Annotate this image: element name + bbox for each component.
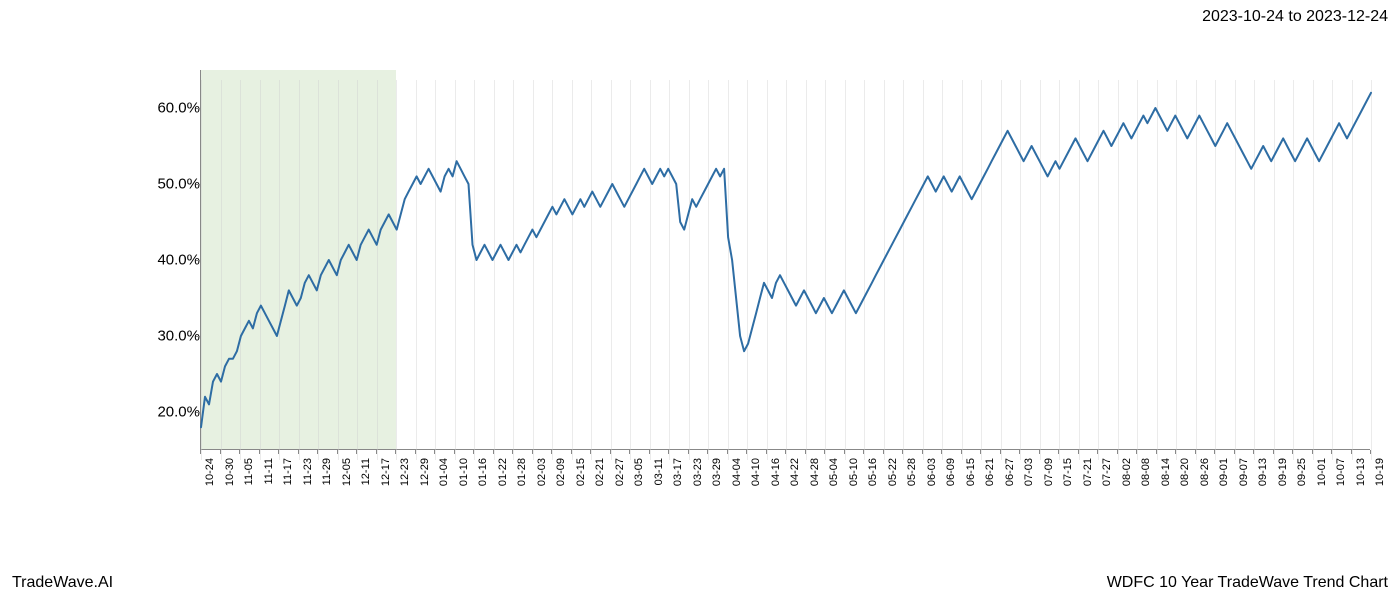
x-tick-label: 10-01 (1316, 458, 1328, 486)
x-tick-label: 11-29 (321, 458, 333, 485)
x-tick-label: 06-27 (1004, 458, 1016, 486)
x-tick-label: 04-04 (731, 458, 743, 486)
x-tick-label: 07-27 (1101, 458, 1113, 486)
x-tick-label: 10-19 (1374, 458, 1386, 486)
x-tick-label: 10-30 (224, 458, 236, 486)
x-tick-label: 06-09 (945, 458, 957, 486)
x-tick-label: 11-11 (263, 458, 275, 485)
x-tick-label: 11-17 (282, 458, 294, 485)
x-tick-label: 07-09 (1043, 458, 1055, 486)
x-tick-label: 01-04 (438, 458, 450, 486)
x-tick-label: 09-25 (1296, 458, 1308, 486)
x-tick-label: 06-15 (965, 458, 977, 486)
x-tick-label: 01-22 (497, 458, 509, 486)
x-tick-label: 10-07 (1335, 458, 1347, 486)
x-tick-label: 05-16 (867, 458, 879, 486)
x-tick-label: 07-21 (1082, 458, 1094, 486)
x-tick-label: 04-22 (789, 458, 801, 486)
x-tick-label: 04-16 (770, 458, 782, 486)
x-tick-label: 01-28 (516, 458, 528, 486)
plot-area (200, 70, 1370, 450)
x-tick-label: 09-07 (1238, 458, 1250, 486)
x-tick-label: 12-23 (399, 458, 411, 486)
x-tick-label: 08-20 (1179, 458, 1191, 486)
x-tick-label: 05-04 (828, 458, 840, 486)
x-tick-label: 12-05 (341, 458, 353, 486)
x-tick-label: 12-17 (380, 458, 392, 486)
x-grid-line (1371, 80, 1372, 460)
x-tick-label: 08-08 (1140, 458, 1152, 486)
x-tick-label: 03-23 (692, 458, 704, 486)
x-tick-label: 09-13 (1257, 458, 1269, 486)
y-tick-label: 50.0% (157, 176, 200, 193)
x-tick-label: 02-27 (614, 458, 626, 486)
chart-title-label: WDFC 10 Year TradeWave Trend Chart (1107, 574, 1388, 592)
x-tick-label: 07-03 (1023, 458, 1035, 486)
x-tick-label: 09-01 (1218, 458, 1230, 486)
x-tick-label: 02-21 (594, 458, 606, 486)
y-tick-label: 40.0% (157, 252, 200, 269)
x-tick-label: 02-03 (536, 458, 548, 486)
x-tick-label: 03-17 (672, 458, 684, 486)
brand-label: TradeWave.AI (12, 574, 113, 592)
y-tick-label: 60.0% (157, 100, 200, 117)
x-tick-label: 03-05 (633, 458, 645, 486)
x-tick-label: 10-13 (1355, 458, 1367, 486)
x-tick-label: 01-16 (477, 458, 489, 486)
x-tick-label: 05-22 (887, 458, 899, 486)
x-tick-label: 11-05 (243, 458, 255, 485)
x-tick-label: 06-03 (926, 458, 938, 486)
x-tick-label: 02-09 (555, 458, 567, 486)
x-tick-label: 07-15 (1062, 458, 1074, 486)
chart-container: 20.0% 30.0% 40.0% 50.0% 60.0% 10-24 10-30 11-0… (100, 60, 1380, 500)
x-tick-label: 03-29 (711, 458, 723, 486)
x-tick-label: 05-28 (906, 458, 918, 486)
x-tick-label: 12-29 (419, 458, 431, 486)
x-tick-label: 08-02 (1121, 458, 1133, 486)
x-tick-label: 08-26 (1199, 458, 1211, 486)
y-tick-label: 20.0% (157, 404, 200, 421)
y-tick-label: 30.0% (157, 328, 200, 345)
x-tick-label: 01-10 (458, 458, 470, 486)
x-tick-label: 04-10 (750, 458, 762, 486)
x-tick-label: 05-10 (848, 458, 860, 486)
x-tick-label: 06-21 (984, 458, 996, 486)
x-tick-label: 12-11 (360, 458, 372, 485)
x-tick-label: 11-23 (302, 458, 314, 485)
x-tick-label: 03-11 (653, 458, 665, 485)
x-tick-label: 08-14 (1160, 458, 1172, 486)
x-tick-label: 04-28 (809, 458, 821, 486)
trend-line (201, 70, 1370, 449)
x-tick-label: 10-24 (204, 458, 216, 486)
x-tick-label: 02-15 (575, 458, 587, 486)
date-range-label: 2023-10-24 to 2023-12-24 (1202, 8, 1388, 26)
x-tick-label: 09-19 (1277, 458, 1289, 486)
